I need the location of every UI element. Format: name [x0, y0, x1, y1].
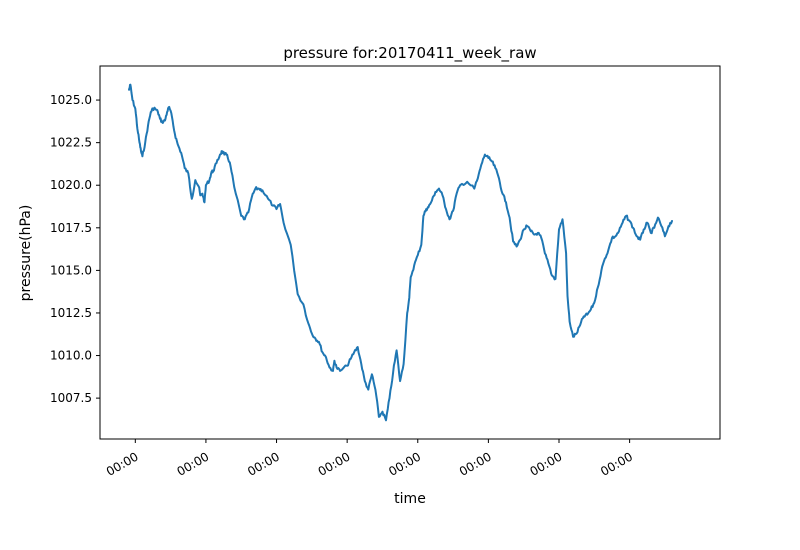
- y-axis: 1007.5 1010.0 1012.5 1015.0 1017.5 1020.0 1022…: [50, 93, 100, 405]
- x-tick-label: 00:00: [528, 449, 565, 478]
- y-axis-title: pressure(hPa): [18, 205, 34, 302]
- y-tick-label: 1020.0: [50, 178, 92, 192]
- x-tick-label: 00:00: [316, 449, 353, 478]
- x-tick-label: 00:00: [386, 449, 423, 478]
- y-tick-label: 1012.5: [50, 306, 92, 320]
- y-tick-label: 1017.5: [50, 221, 92, 235]
- x-tick-label: 00:00: [245, 449, 282, 478]
- x-tick-label: 00:00: [457, 449, 494, 478]
- x-tick-label: 00:00: [598, 449, 635, 478]
- x-tick-label: 00:00: [104, 449, 141, 478]
- x-axis: 00:00 00:00 00:00 00:00 00:00 00:00 00:00 00:00: [104, 439, 635, 479]
- y-tick-label: 1010.0: [50, 349, 92, 363]
- x-axis-title: time: [394, 491, 426, 507]
- pressure-series-line: [128, 83, 673, 422]
- y-tick-label: 1007.5: [50, 391, 92, 405]
- plot-area-frame: [99, 65, 721, 440]
- x-tick-label: 00:00: [174, 449, 211, 478]
- y-tick-label: 1022.5: [50, 136, 92, 150]
- chart-title: pressure for:20170411_week_raw: [283, 44, 536, 63]
- y-tick-label: 1015.0: [50, 263, 92, 277]
- y-tick-label: 1025.0: [50, 93, 92, 107]
